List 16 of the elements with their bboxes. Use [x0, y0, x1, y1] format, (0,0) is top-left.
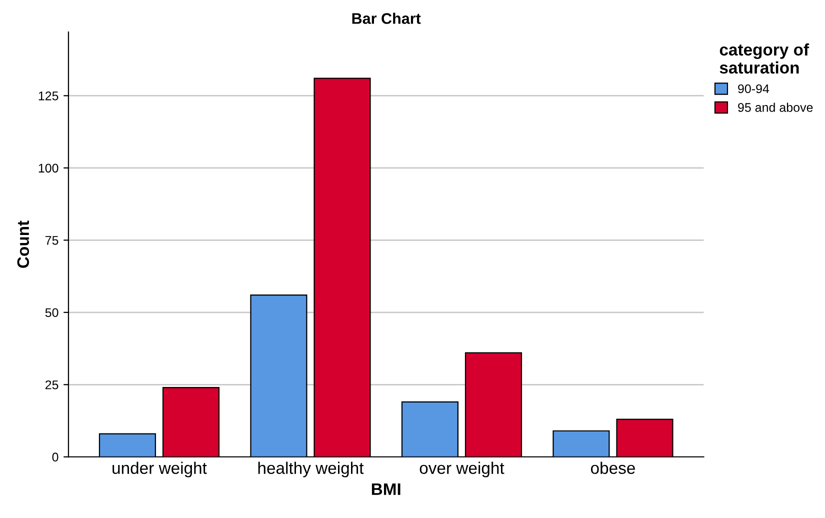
x-tick-label: under weight	[112, 462, 207, 478]
y-tick-label: 0	[52, 452, 58, 462]
y-tick-label: 100	[38, 164, 58, 173]
y-axis-title: Count	[17, 220, 30, 268]
y-tick-label: 25	[45, 380, 58, 390]
legend-label: 95 and above	[738, 102, 813, 112]
chart-title: Bar Chart	[352, 12, 421, 24]
x-tick-label: over weight	[420, 462, 504, 478]
legend-title: category of saturation	[720, 43, 810, 74]
x-tick-label: healthy weight	[258, 462, 364, 478]
x-axis-title: BMI	[372, 483, 400, 495]
y-tick-label: 50	[45, 308, 58, 318]
legend-label: 90-94	[738, 84, 770, 94]
x-tick-label: obese	[590, 462, 635, 474]
y-tick-label: 75	[45, 236, 58, 245]
y-tick-label: 125	[38, 91, 58, 100]
